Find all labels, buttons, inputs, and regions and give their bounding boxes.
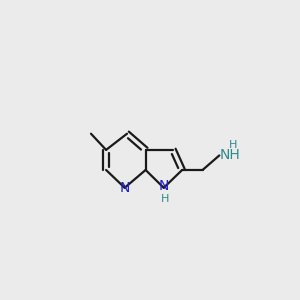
Text: NH: NH [219,148,240,162]
Text: N: N [159,179,169,193]
Text: H: H [161,194,169,204]
Text: N: N [119,181,130,195]
Text: H: H [229,140,238,150]
